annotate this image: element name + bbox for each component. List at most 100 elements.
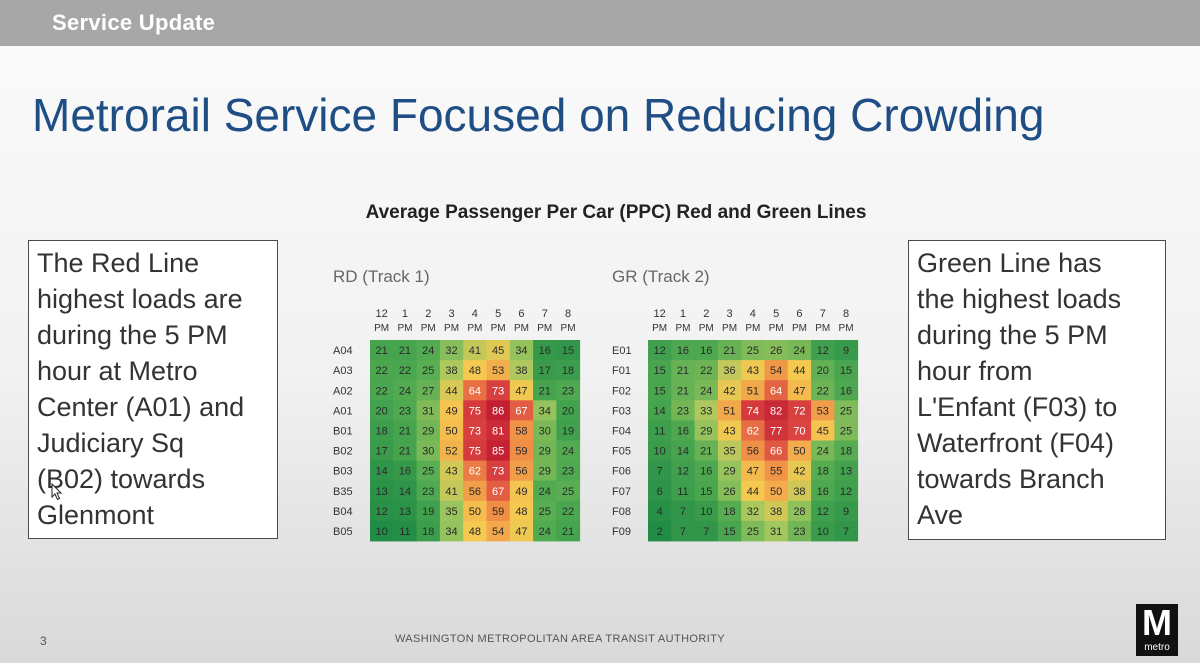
heatmap-cell (463, 380, 487, 401)
left-callout-line: Judiciary Sq (37, 428, 185, 458)
heatmap-cell-value: 74 (747, 405, 759, 417)
heatmap-cell (717, 500, 742, 522)
heatmap-cell-value: 44 (445, 385, 457, 397)
heatmap-cell (439, 480, 464, 502)
heatmap-cell (811, 520, 835, 542)
heatmap-cell-value: 7 (657, 466, 663, 478)
heatmap-cell-value: 16 (700, 345, 712, 357)
column-hour-label: 12 (654, 308, 666, 320)
column-hour-label: 3 (448, 308, 454, 320)
heatmap-cell (648, 380, 672, 401)
heatmap-cell (509, 400, 534, 421)
heatmap-cell-value: 10 (376, 526, 388, 538)
column-hour-label: 6 (518, 308, 524, 320)
heatmap-cell-value: 15 (700, 486, 712, 498)
heatmap-cell (694, 440, 719, 461)
heatmap-cell (764, 440, 789, 461)
heatmap-cell-value: 59 (492, 506, 504, 518)
heatmap-cell (834, 520, 859, 542)
heatmap-cell (556, 500, 581, 522)
heatmap-cell-value: 50 (770, 486, 782, 498)
heatmap-cell (486, 400, 511, 421)
heatmap-cell-value: 16 (840, 385, 852, 397)
right-callout: Green Line has the highest loads during … (908, 240, 1166, 540)
heatmap-cell-value: 23 (793, 526, 805, 538)
heatmap-cell-value: 35 (723, 446, 735, 458)
heatmap-cell-value: 12 (817, 345, 829, 357)
logo-word: metro (1144, 642, 1170, 653)
heatmap-cell (416, 460, 441, 482)
column-hour-label: 5 (773, 308, 779, 320)
heatmap-cell (463, 400, 487, 421)
heatmap-cell-value: 31 (422, 405, 434, 417)
heatmap-cell-value: 44 (793, 365, 805, 377)
heatmap-cell-value: 75 (469, 446, 481, 458)
heatmap-cell (764, 400, 789, 421)
row-station-label: B02 (333, 446, 353, 458)
heatmap-cell (416, 380, 441, 401)
heatmap-cell (393, 460, 417, 482)
heatmap-cell (648, 440, 672, 461)
heatmap-cell (370, 440, 394, 461)
heatmap-cell-value: 38 (793, 486, 805, 498)
left-callout-line: highest loads are (37, 284, 243, 314)
heatmap-cell-value: 24 (817, 446, 829, 458)
heatmap-title: GR (Track 2) (612, 267, 710, 286)
heatmap-cell-value: 77 (770, 425, 782, 437)
heatmap-cell-value: 21 (399, 425, 411, 437)
heatmap-cell (834, 340, 859, 361)
right-callout-line: hour from (917, 356, 1033, 386)
heatmap-cell-value: 67 (492, 486, 504, 498)
heatmap-cell (764, 340, 789, 361)
heatmap-cell (787, 520, 812, 542)
heatmap-cell (694, 460, 719, 482)
heatmap-cell (533, 400, 557, 421)
heatmap-cell (648, 460, 672, 482)
column-hour-label: 12 (376, 308, 388, 320)
heatmap-cell (764, 500, 789, 522)
heatmap-cell (556, 440, 581, 461)
heatmap-cell-value: 47 (515, 526, 527, 538)
heatmap-cell-value: 66 (770, 446, 782, 458)
mouse-cursor-icon (51, 483, 63, 501)
heatmap-cell (439, 380, 464, 401)
heatmap-cell (439, 520, 464, 542)
heatmap-cell (556, 420, 581, 441)
heatmap-cell (834, 360, 859, 381)
heatmap-cell-value: 35 (445, 506, 457, 518)
heatmap-cell (811, 360, 835, 381)
heatmap-cell (694, 480, 719, 502)
heatmap-cell-value: 22 (399, 365, 411, 377)
heatmap-cell (370, 400, 394, 421)
heatmap-cell-value: 7 (703, 526, 709, 538)
heatmap-cell-value: 29 (422, 425, 434, 437)
heatmap-cell-value: 20 (376, 405, 388, 417)
heatmap-cell-value: 24 (793, 345, 805, 357)
heatmap-cell-value: 72 (793, 405, 805, 417)
heatmap-cell (439, 420, 464, 441)
right-callout-line: towards Branch (917, 464, 1105, 494)
heatmap-cell (416, 480, 441, 502)
heatmap-cell (486, 380, 511, 401)
heatmap-cell-value: 56 (515, 466, 527, 478)
heatmap-cell-value: 75 (469, 405, 481, 417)
heatmap-cell-value: 34 (539, 405, 551, 417)
heatmap-cell (694, 380, 719, 401)
heatmap-cell (671, 420, 695, 441)
heatmap-cell-value: 13 (840, 466, 852, 478)
heatmap-cell (717, 380, 742, 401)
heatmap-cell-value: 43 (747, 365, 759, 377)
heatmap-cell (741, 520, 765, 542)
heatmap-cell-value: 2 (657, 526, 663, 538)
heatmap-cell (416, 360, 441, 381)
heatmap-cell (393, 400, 417, 421)
heatmap-cell-value: 7 (680, 506, 686, 518)
heatmap-cell (787, 460, 812, 482)
heatmap-cell (694, 520, 719, 542)
heatmap-cell (393, 420, 417, 441)
heatmap-cell-value: 18 (817, 466, 829, 478)
heatmap-cell-value: 19 (562, 425, 574, 437)
column-period-label: PM (652, 323, 667, 334)
heatmap-cell-value: 58 (515, 425, 527, 437)
heatmap-cell-value: 16 (677, 345, 689, 357)
